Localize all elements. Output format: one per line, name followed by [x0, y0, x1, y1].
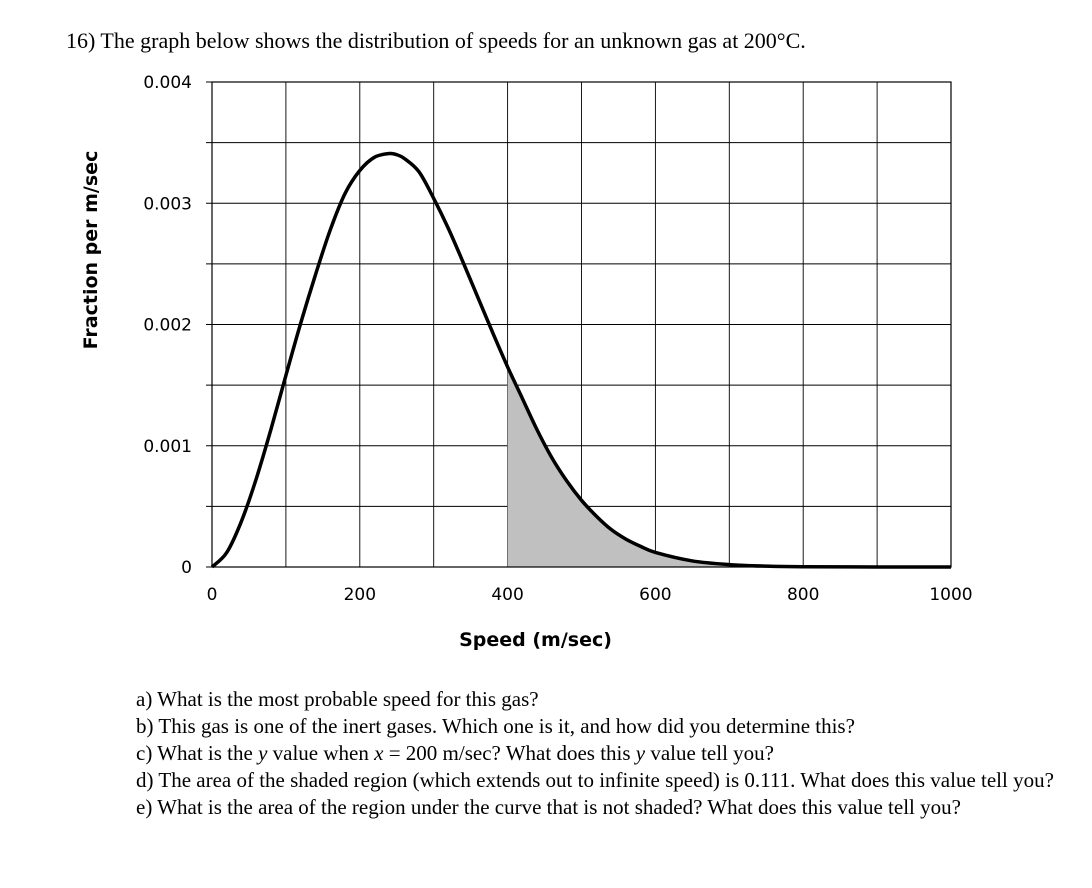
tick-labels: 0 200 400 600 800 1000 0 0.001 0.002 0.003 0.004 [143, 73, 972, 605]
shaded-region [507, 366, 951, 567]
question-e: e) What is the area of the region under … [136, 795, 961, 819]
question-c-part: value when [267, 741, 375, 765]
question-c-var: x [374, 741, 384, 765]
speed-distribution-chart: 0 200 400 600 800 1000 0 0.001 0.002 0.003 0.004 S… [80, 73, 973, 651]
question-a: a) What is the most probable speed for t… [136, 687, 539, 711]
y-tick-label: 0.001 [143, 437, 192, 457]
question-b: b) This gas is one of the inert gases. W… [136, 714, 855, 738]
question-d: d) The area of the shaded region (which … [136, 768, 1054, 792]
problem-title: 16) The graph below shows the distributi… [66, 28, 806, 53]
x-tick-label: 800 [787, 585, 819, 605]
x-axis-label: Speed (m/sec) [459, 629, 612, 651]
distribution-curve [210, 151, 952, 569]
question-c-var: y [635, 741, 646, 765]
y-tick-label: 0.003 [143, 194, 192, 214]
question-c-part: c) What is the [136, 741, 259, 765]
y-tick-label: 0.002 [143, 316, 192, 336]
y-tick-label: 0 [181, 558, 192, 578]
plot-frame [211, 81, 952, 568]
y-tick-label: 0.004 [143, 73, 192, 93]
x-tick-label: 1000 [929, 585, 972, 605]
x-tick-label: 400 [491, 585, 523, 605]
question-list: a) What is the most probable speed for t… [136, 686, 1066, 821]
x-tick-label: 0 [207, 585, 218, 605]
question-c: c) What is the y value when x = 200 m/se… [136, 740, 1066, 767]
question-c-part: value tell you? [645, 741, 774, 765]
x-tick-label: 600 [639, 585, 671, 605]
y-axis-label: Fraction per m/sec [80, 151, 102, 350]
question-c-var: y [258, 741, 268, 765]
question-c-part: = 200 m/sec? What does this [383, 741, 636, 765]
x-tick-label: 200 [344, 585, 376, 605]
